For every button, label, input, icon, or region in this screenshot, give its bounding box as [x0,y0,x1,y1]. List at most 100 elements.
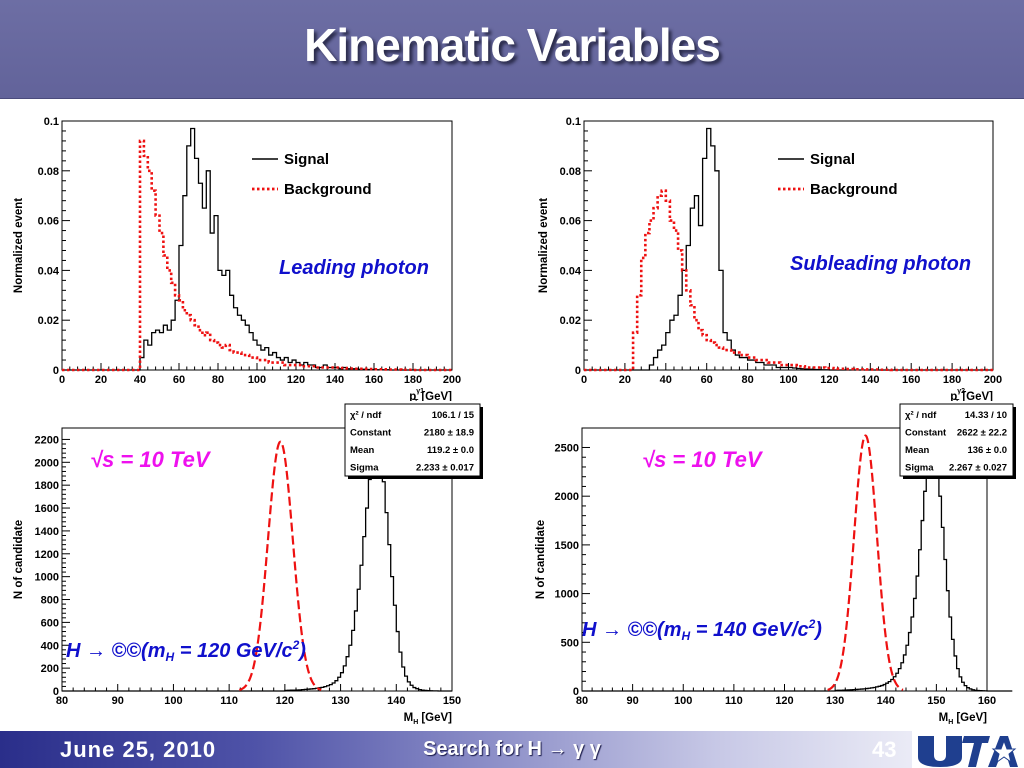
x-tick-label: 120 [820,374,838,386]
y-tick-label: 0 [575,365,581,377]
process-label: H → ©©(mH = 120 GeV/c2) [66,638,306,664]
plot-subleading-photon: 0 20 40 60 80 100 120 140 160 180 200 0 0.02 0.04 0.06… [522,99,1024,406]
stats-label: Mean [350,445,374,456]
stats-label: Constant [905,428,947,439]
x-tick-label: 140 [861,374,879,386]
y-tick-label: 600 [41,617,59,629]
signal-series-line [62,127,452,371]
y-tick-label: 0 [53,365,59,377]
x-axis-label: pγ2T[GeV] [950,388,993,401]
stats-box-frame [899,403,1014,477]
y-tick-label: 0.08 [38,166,59,178]
background-series-line [584,189,993,372]
x-tick-label: 200 [984,374,1002,386]
stats-label: Sigma [350,463,379,474]
y-tick-label: 1800 [35,480,59,492]
x-tick-label: 80 [56,695,68,707]
x-tick-label: 90 [112,695,124,707]
y-tick-label: 0.06 [38,216,59,228]
x-tick-label: 110 [220,695,238,707]
stats-value: 14.33 / 10 [965,410,1007,421]
legend-background-label: Background [284,181,372,198]
y-tick-label: 1000 [35,572,59,584]
fit-stats-box: χ² / ndf 106.1 / 15 Constant 2180 ± 18.9 Mea… [344,403,483,479]
mass-120-chart: 80 90 100 110 120 130 140 150 0 200 400 600 800 1000 1… [13,403,483,726]
slide-title: Kinematic Variables [304,19,721,71]
stats-label: Sigma [905,463,934,474]
y-tick-label: 0 [573,686,579,698]
y-tick-label: 400 [41,640,59,652]
mass-140-chart: 80 90 100 110 120 130 140 150 160 0 500 1000 1500 200… [535,403,1016,726]
stats-label: Mean [905,445,929,456]
x-tick-label: 140 [326,374,344,386]
stats-value: 136 ± 0.0 [967,445,1007,456]
x-tick-label: 120 [276,695,294,707]
gaussian-fit-curve [827,434,904,691]
x-tick-label: 120 [287,374,305,386]
x-tick-label: 120 [775,695,793,707]
x-tick-label: 100 [248,374,266,386]
gaussian-fit-curve [239,440,322,691]
y-tick-label: 0.04 [560,265,582,277]
y-tick-label: 1000 [555,589,579,601]
plot-mass-120: 80 90 100 110 120 130 140 150 0 200 400 600 800 1000 1… [0,401,520,729]
legend-signal-label: Signal [284,151,329,168]
x-tick-label: 150 [927,695,945,707]
stats-box-frame [344,403,481,477]
x-tick-label: 60 [173,374,185,386]
x-tick-label: 100 [674,695,692,707]
stats-value: 2.233 ± 0.017 [416,463,474,474]
x-tick-label: 180 [943,374,961,386]
page-number: 43 [872,737,897,762]
x-tick-label: 20 [619,374,631,386]
y-tick-label: 2200 [35,434,59,446]
x-tick-label: 80 [741,374,753,386]
legend-signal-label: Signal [810,151,855,168]
x-tick-label: 160 [978,695,996,707]
y-tick-label: 0 [53,686,59,698]
footer-date: June 25, 2010 [60,737,217,762]
footer-bar: June 25, 2010 Search for H → γ γ 43 [0,731,1024,768]
stats-value: 119.2 ± 0.0 [427,445,474,456]
x-tick-label: 130 [826,695,844,707]
x-tick-label: 200 [443,374,461,386]
stats-label: Constant [350,428,392,439]
x-tick-label: 140 [387,695,405,707]
y-tick-label: 0.08 [560,166,581,178]
y-tick-label: 2000 [555,491,579,503]
x-tick-label: 40 [660,374,672,386]
y-tick-label: 0.1 [566,116,581,128]
title-bar: Kinematic Variables [0,0,1024,99]
plot-mass-140: 80 90 100 110 120 130 140 150 160 0 500 1000 1500 200… [522,401,1024,729]
x-axis-label: MH [GeV] [939,712,987,726]
y-tick-label: 0.02 [560,315,581,327]
y-tick-label: 1400 [35,526,59,538]
y-tick-label: 0.06 [560,216,581,228]
y-tick-label: 1200 [35,549,59,561]
leading-photon-annotation: Leading photon [279,257,429,279]
x-tick-label: 60 [701,374,713,386]
x-axis-label: MH [GeV] [404,712,452,726]
y-tick-label: 800 [41,595,59,607]
stats-value: 106.1 / 15 [432,410,475,421]
y-axis-label: Normalized event [13,198,25,293]
x-tick-label: 160 [902,374,920,386]
y-axis-label: Normalized event [538,198,550,293]
footer-title: Search for H → γ γ [423,738,601,760]
y-tick-label: 2500 [555,442,579,454]
uta-logo [912,731,1024,768]
y-axis-label: N of candidate [13,520,25,599]
stats-value: 2180 ± 18.9 [424,428,474,439]
stats-label: χ² / ndf [350,410,382,421]
x-tick-label: 130 [331,695,349,707]
x-tick-label: 100 [164,695,182,707]
x-tick-label: 110 [725,695,743,707]
stats-value: 2622 ± 22.2 [957,428,1007,439]
fit-stats-box: χ² / ndf 14.33 / 10 Constant 2622 ± 22.2 Mea… [899,403,1016,479]
x-tick-label: 140 [877,695,895,707]
y-tick-label: 2000 [35,457,59,469]
energy-label: √s = 10 TeV [642,447,764,472]
x-tick-label: 90 [627,695,639,707]
x-tick-label: 40 [134,374,146,386]
y-axis-label: N of candidate [535,520,547,599]
